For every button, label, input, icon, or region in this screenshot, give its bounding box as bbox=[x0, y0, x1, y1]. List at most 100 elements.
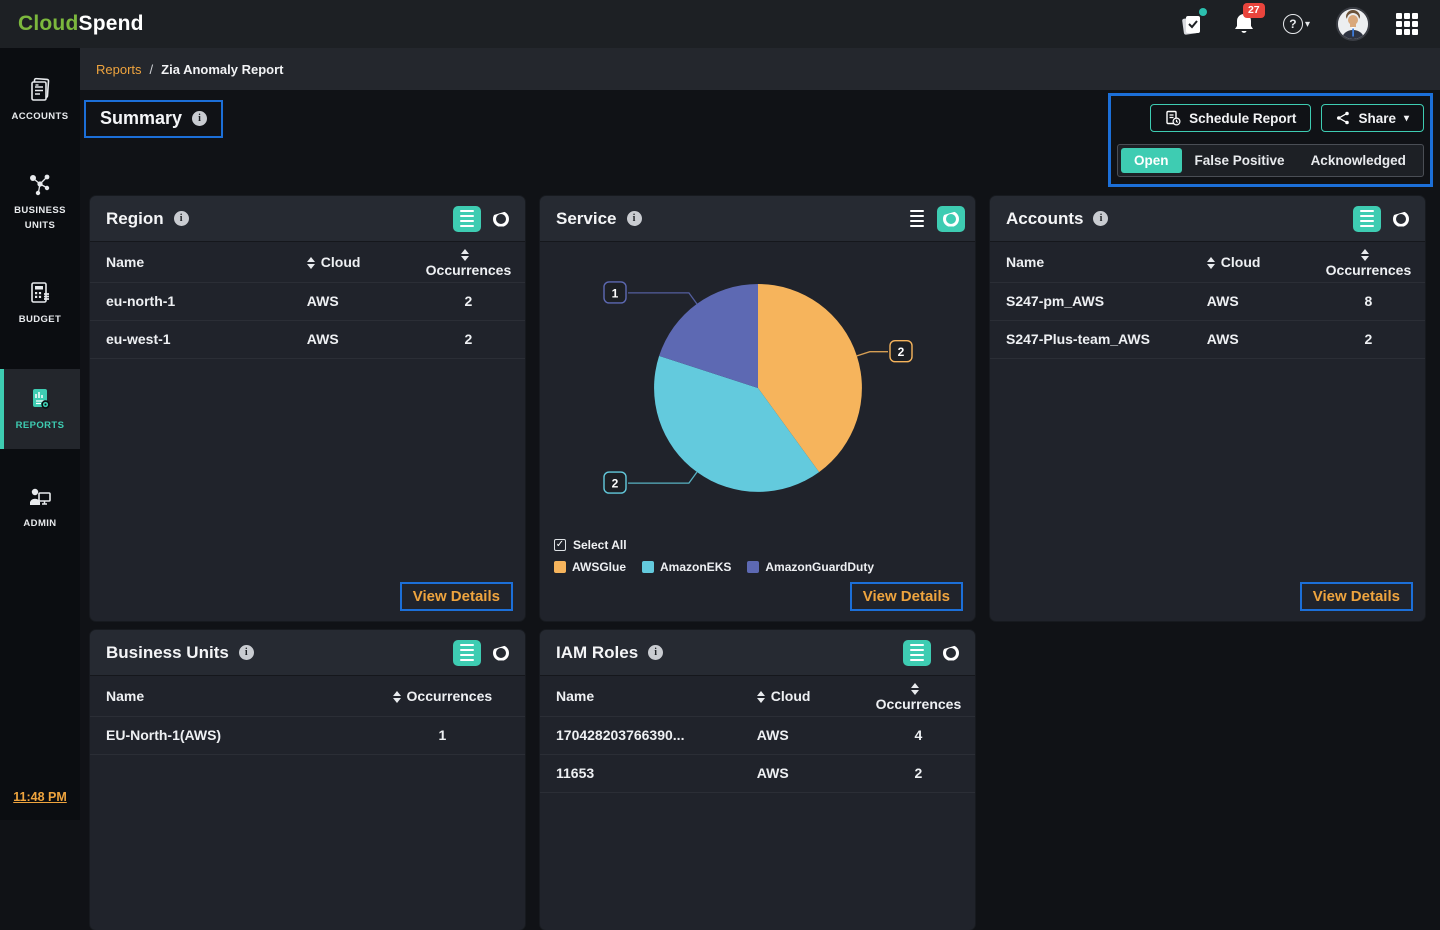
cloudspend-logo[interactable]: CloudSpend bbox=[18, 12, 144, 36]
share-icon bbox=[1336, 111, 1350, 125]
region-col-cloud-sort[interactable]: Cloud bbox=[298, 242, 412, 283]
iam-roles-chart-view-icon[interactable] bbox=[937, 640, 965, 666]
bell-icon[interactable]: 27 bbox=[1231, 3, 1265, 37]
iam-roles-card-header: IAM Roles i bbox=[540, 630, 975, 676]
pie-value-badge bbox=[603, 281, 627, 304]
table-row: eu-west-1 AWS 2 bbox=[90, 320, 525, 359]
accounts-view-details-link[interactable]: View Details bbox=[1299, 582, 1413, 611]
pie-slice-amazonguardduty[interactable] bbox=[659, 284, 758, 388]
iam-roles-info-icon[interactable]: i bbox=[648, 645, 664, 660]
sidebar-item-admin[interactable]: ADMIN bbox=[0, 471, 80, 543]
pie-slice-awsglue[interactable] bbox=[758, 284, 862, 473]
service-view-details-link[interactable]: View Details bbox=[849, 582, 963, 611]
business-units-col-occurrences-sort[interactable]: Occurrences bbox=[359, 676, 525, 717]
select-all-label: Select All bbox=[573, 538, 627, 552]
iam-roles-col-cloud-sort[interactable]: Cloud bbox=[748, 676, 862, 717]
report-actions-group: Schedule Report Share ▾ Open False Posit… bbox=[1108, 93, 1433, 187]
business-units-card: Business Units i Name Occurrences EU-Nor… bbox=[90, 630, 525, 930]
sidebar-item-business-units[interactable]: BUSINESS UNITS bbox=[0, 158, 80, 245]
apps-grid-icon[interactable] bbox=[1396, 13, 1418, 35]
pie-value-label: 2 bbox=[612, 477, 619, 491]
notification-badge: 27 bbox=[1242, 3, 1265, 18]
tab-acknowledged[interactable]: Acknowledged bbox=[1310, 153, 1406, 168]
region-col-occurrences-sort[interactable]: Occurrences bbox=[411, 242, 525, 283]
pie-callout-line bbox=[628, 471, 698, 484]
pie-slice-amazoneks[interactable] bbox=[654, 355, 820, 492]
select-all-control[interactable]: ✓ Select All bbox=[540, 534, 975, 552]
service-pie-chart[interactable]: 2 2 1 bbox=[540, 242, 975, 534]
sidebar-item-budget[interactable]: BUDGET bbox=[0, 267, 80, 339]
region-view-details-link[interactable]: View Details bbox=[399, 582, 513, 611]
accounts-card: Accounts i Name Cloud Occurrences S247-p… bbox=[990, 196, 1425, 621]
accounts-col-cloud-sort[interactable]: Cloud bbox=[1198, 242, 1312, 283]
business-units-chart-view-icon[interactable] bbox=[487, 640, 515, 666]
accounts-info-icon[interactable]: i bbox=[1093, 211, 1109, 226]
business-units-list-view-icon[interactable] bbox=[453, 639, 481, 666]
business-units-table: Name Occurrences EU-North-1(AWS) 1 bbox=[90, 676, 525, 755]
tab-false-positive[interactable]: False Positive bbox=[1194, 153, 1285, 168]
legend-item-amazoneks[interactable]: AmazonEKS bbox=[642, 560, 731, 574]
service-list-view-icon[interactable] bbox=[903, 206, 931, 232]
region-chart-view-icon[interactable] bbox=[487, 206, 515, 232]
share-label: Share bbox=[1358, 110, 1396, 126]
region-info-icon[interactable]: i bbox=[173, 211, 189, 226]
region-card-header: Region i bbox=[90, 196, 525, 242]
tasks-status-dot bbox=[1198, 8, 1207, 16]
legend-item-awsglue[interactable]: AWSGlue bbox=[554, 560, 626, 574]
sort-icon bbox=[306, 257, 315, 270]
iam-roles-card: IAM Roles i Name Cloud Occurrences 17042… bbox=[540, 630, 975, 930]
iam-roles-col-name: Name bbox=[540, 676, 749, 717]
summary-info-icon[interactable]: i bbox=[192, 111, 208, 126]
business-units-info-icon[interactable]: i bbox=[238, 645, 254, 660]
region-list-view-icon[interactable] bbox=[453, 205, 481, 232]
service-legend: AWSGlue AmazonEKS AmazonGuardDuty bbox=[540, 552, 975, 574]
service-card-header: Service i bbox=[540, 196, 975, 242]
summary-title-box: Summary i bbox=[84, 100, 224, 138]
tab-open[interactable]: Open bbox=[1121, 148, 1182, 173]
legend-swatch bbox=[554, 561, 566, 573]
share-button[interactable]: Share ▾ bbox=[1321, 104, 1424, 132]
table-row: S247-pm_AWS AWS 8 bbox=[990, 282, 1425, 321]
accounts-table: Name Cloud Occurrences S247-pm_AWS AWS 8… bbox=[990, 242, 1425, 359]
budget-icon bbox=[26, 279, 54, 307]
legend-swatch bbox=[747, 561, 760, 573]
accounts-card-header: Accounts i bbox=[990, 196, 1425, 242]
accounts-chart-view-icon[interactable] bbox=[1387, 206, 1415, 232]
iam-roles-col-occurrences-sort[interactable]: Occurrences bbox=[861, 676, 975, 717]
topbar-actions: 27 ? ▾ bbox=[1179, 3, 1418, 41]
share-chevron-down-icon: ▾ bbox=[1403, 112, 1409, 124]
sidebar-label-accounts: ACCOUNTS bbox=[11, 111, 69, 122]
service-chart-view-icon[interactable] bbox=[937, 205, 965, 232]
legend-item-amazonguardduty[interactable]: AmazonGuardDuty bbox=[747, 560, 874, 574]
business-units-icon bbox=[26, 170, 54, 198]
sidebar-label-admin: ADMIN bbox=[23, 518, 57, 530]
sidebar-label-budget: BUDGET bbox=[18, 313, 62, 325]
breadcrumb-reports-link[interactable]: Reports bbox=[96, 61, 142, 77]
accounts-list-view-icon[interactable] bbox=[1353, 205, 1381, 232]
help-question-glyph: ? bbox=[1282, 14, 1303, 34]
schedule-report-button[interactable]: Schedule Report bbox=[1150, 104, 1312, 132]
breadcrumb: Reports / Zia Anomaly Report bbox=[80, 48, 1440, 90]
accounts-col-occurrences-sort[interactable]: Occurrences bbox=[1311, 242, 1425, 283]
region-table: Name Cloud Occurrences eu-north-1 AWS 2 … bbox=[90, 242, 525, 359]
sort-icon bbox=[1206, 257, 1215, 270]
help-icon[interactable]: ? ▾ bbox=[1282, 11, 1310, 37]
sidebar-label-business-units: BUSINESS UNITS bbox=[14, 205, 66, 231]
tasks-icon[interactable] bbox=[1179, 8, 1207, 37]
table-row: 11653 AWS 2 bbox=[540, 754, 975, 793]
service-info-icon[interactable]: i bbox=[626, 211, 642, 226]
sidebar-item-reports[interactable]: REPORTS bbox=[0, 369, 80, 450]
timezone-time-link[interactable]: 11:48 PM bbox=[13, 790, 67, 804]
sidebar-item-accounts[interactable]: ACCOUNTS bbox=[0, 64, 80, 136]
admin-icon bbox=[26, 483, 54, 511]
user-avatar[interactable] bbox=[1336, 7, 1370, 41]
brand-cloud: Cloud bbox=[18, 12, 79, 35]
pie-value-label: 1 bbox=[612, 286, 619, 300]
sort-icon bbox=[1361, 249, 1370, 262]
brand-spend: Spend bbox=[78, 12, 144, 35]
region-card-title: Region bbox=[106, 208, 164, 228]
business-units-col-name: Name bbox=[90, 676, 360, 717]
region-col-name: Name bbox=[90, 242, 299, 283]
iam-roles-list-view-icon[interactable] bbox=[903, 639, 931, 666]
select-all-checkbox[interactable]: ✓ bbox=[554, 539, 566, 551]
